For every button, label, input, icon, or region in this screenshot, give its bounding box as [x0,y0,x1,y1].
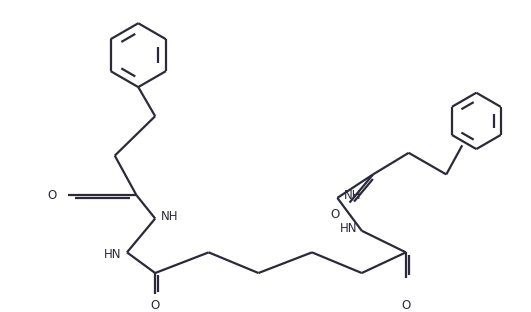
Text: O: O [150,299,160,312]
Text: O: O [331,208,340,221]
Text: O: O [47,188,56,202]
Text: NH: NH [161,210,179,223]
Text: HN: HN [104,248,121,261]
Text: HN: HN [339,222,357,235]
Text: O: O [401,299,410,312]
Text: NH: NH [344,189,361,202]
